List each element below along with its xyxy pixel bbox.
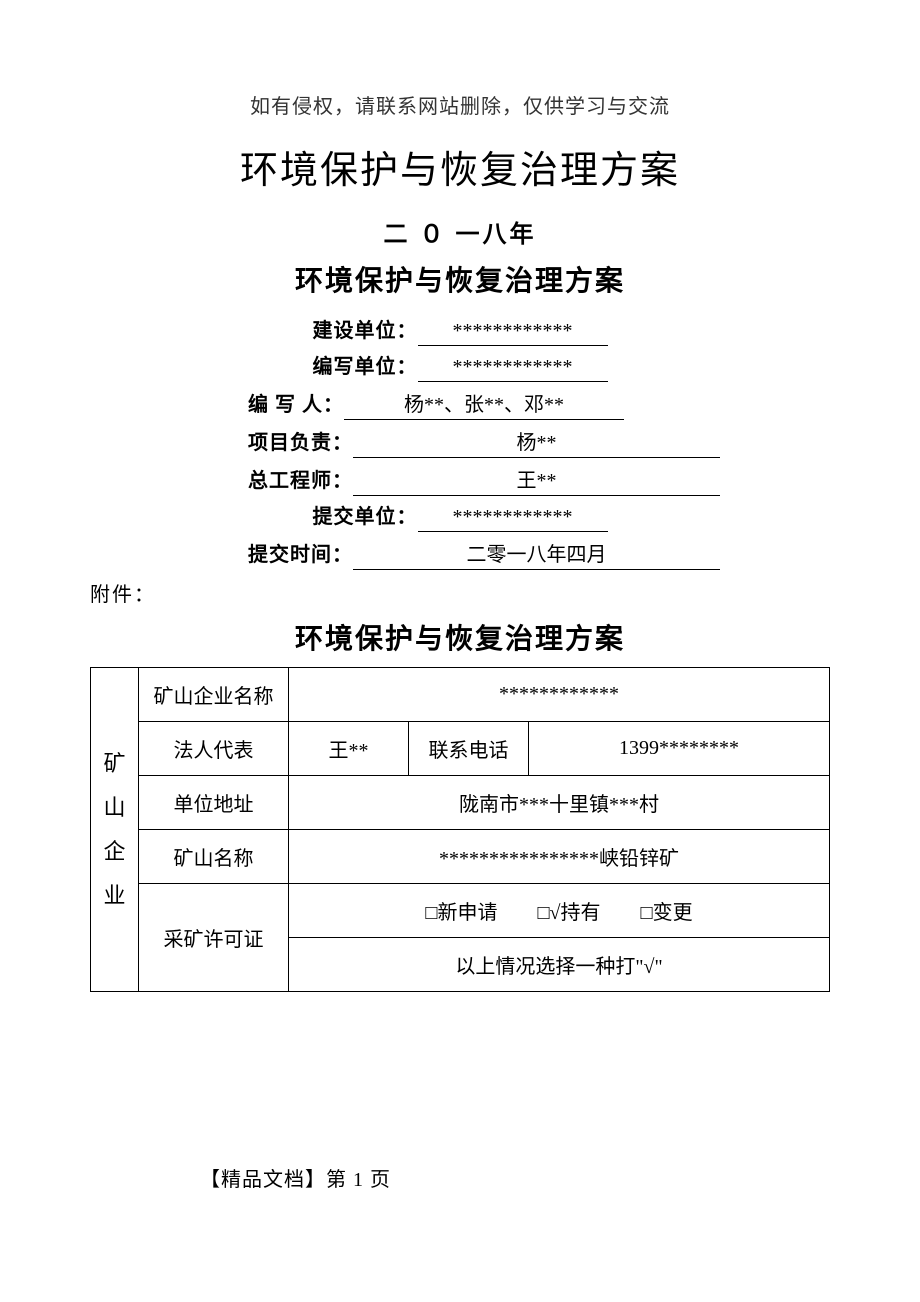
enterprise-name-label: 矿山企业名称 bbox=[139, 668, 289, 722]
side-header: 矿山企业 bbox=[91, 668, 139, 992]
chief-engineer-value: 王** bbox=[353, 462, 720, 496]
enterprise-name-value: ************ bbox=[289, 668, 830, 722]
submit-time-value: 二零一八年四月 bbox=[353, 536, 720, 570]
table-row: 法人代表 王** 联系电话 1399******** bbox=[91, 722, 830, 776]
form-row-construction-unit: 建设单位： ************ bbox=[200, 314, 720, 346]
submit-time-label: 提交时间： bbox=[248, 538, 353, 567]
address-value: 陇南市***十里镇***村 bbox=[289, 776, 830, 830]
mining-license-label: 采矿许可证 bbox=[139, 884, 289, 992]
submit-unit-value: ************ bbox=[418, 504, 608, 532]
form-row-submit-unit: 提交单位： ************ bbox=[200, 500, 720, 532]
writers-label: 编 写 人： bbox=[248, 388, 344, 417]
side-header-text: 矿山企业 bbox=[99, 742, 130, 918]
writers-value: 杨**、张**、邓** bbox=[344, 386, 624, 420]
mining-license-options: □新申请 □√持有 □变更 bbox=[289, 884, 830, 938]
main-title: 环境保护与恢复治理方案 bbox=[90, 139, 830, 194]
header-note: 如有侵权，请联系网站删除，仅供学习与交流 bbox=[90, 90, 830, 119]
table-row: 采矿许可证 □新申请 □√持有 □变更 bbox=[91, 884, 830, 938]
form-row-chief-engineer: 总工程师： 王** bbox=[200, 462, 720, 496]
subtitle: 环境保护与恢复治理方案 bbox=[90, 259, 830, 299]
table-row: 矿山名称 ****************峡铅锌矿 bbox=[91, 830, 830, 884]
project-lead-label: 项目负责： bbox=[248, 426, 353, 455]
table-title: 环境保护与恢复治理方案 bbox=[90, 617, 830, 657]
form-section: 建设单位： ************ 编写单位： ************ 编 … bbox=[200, 314, 720, 570]
mining-license-note: 以上情况选择一种打"√" bbox=[289, 938, 830, 992]
enterprise-table: 矿山企业 矿山企业名称 ************ 法人代表 王** 联系电话 1… bbox=[90, 667, 830, 992]
address-label: 单位地址 bbox=[139, 776, 289, 830]
form-row-project-lead: 项目负责： 杨** bbox=[200, 424, 720, 458]
table-row: 矿山企业 矿山企业名称 ************ bbox=[91, 668, 830, 722]
form-row-writing-unit: 编写单位： ************ bbox=[200, 350, 720, 382]
year-line: 二 ０ 一八年 bbox=[90, 214, 830, 249]
form-row-writers: 编 写 人： 杨**、张**、邓** bbox=[200, 386, 720, 420]
writing-unit-value: ************ bbox=[418, 354, 608, 382]
attachment-label: 附件： bbox=[90, 578, 830, 607]
submit-unit-label: 提交单位： bbox=[313, 500, 418, 529]
form-row-submit-time: 提交时间： 二零一八年四月 bbox=[200, 536, 720, 570]
legal-rep-label: 法人代表 bbox=[139, 722, 289, 776]
chief-engineer-label: 总工程师： bbox=[248, 464, 353, 493]
phone-value: 1399******** bbox=[529, 722, 830, 776]
project-lead-value: 杨** bbox=[353, 424, 720, 458]
writing-unit-label: 编写单位： bbox=[313, 350, 418, 379]
construction-unit-value: ************ bbox=[418, 318, 608, 346]
mine-name-label: 矿山名称 bbox=[139, 830, 289, 884]
construction-unit-label: 建设单位： bbox=[313, 314, 418, 343]
footer: 【精品文档】第 1 页 bbox=[200, 1163, 391, 1192]
mine-name-value: ****************峡铅锌矿 bbox=[289, 830, 830, 884]
table-row: 单位地址 陇南市***十里镇***村 bbox=[91, 776, 830, 830]
legal-rep-value: 王** bbox=[289, 722, 409, 776]
phone-label: 联系电话 bbox=[409, 722, 529, 776]
